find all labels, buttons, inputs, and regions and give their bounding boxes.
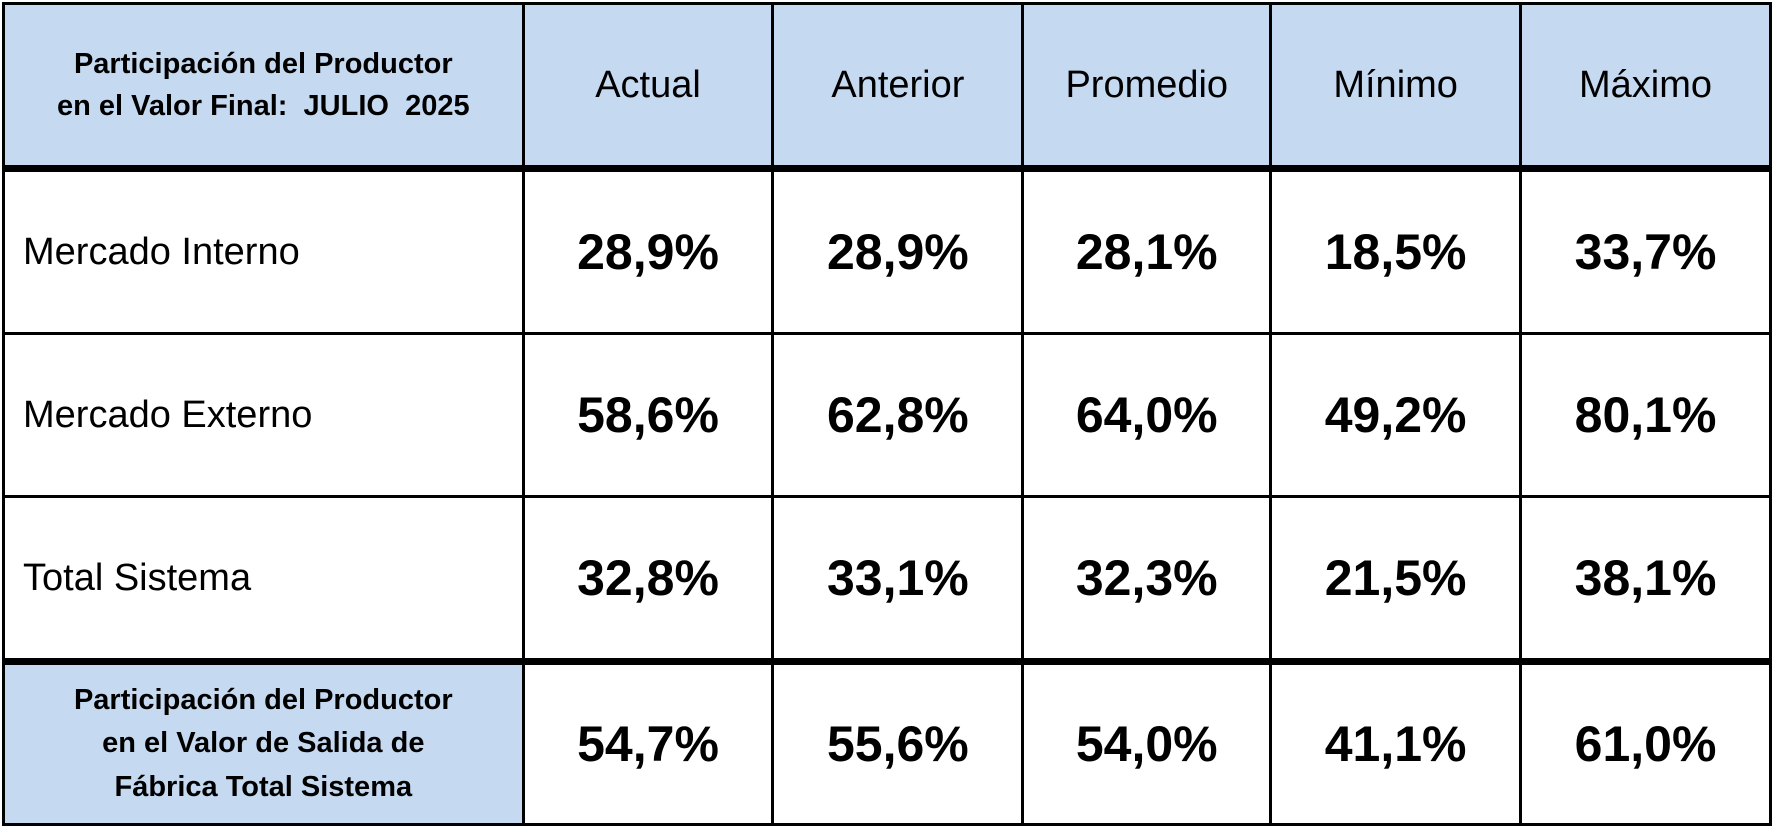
- row-label: Mercado Externo: [2, 332, 525, 498]
- value-cell: 33,1%: [771, 495, 1025, 663]
- footer-label: Participación del Productor en el Valor …: [2, 658, 525, 826]
- value-cell: 49,2%: [1269, 332, 1523, 498]
- value-cell: 58,6%: [521, 332, 775, 498]
- value-cell: 54,7%: [521, 658, 775, 826]
- data-row: Mercado Interno 28,9% 28,9% 28,1% 18,5% 33,7%: [2, 167, 1772, 335]
- value-cell: 62,8%: [771, 332, 1025, 498]
- data-row: Total Sistema 32,8% 33,1% 32,3% 21,5% 38,1%: [2, 495, 1772, 663]
- footer-row: Participación del Productor en el Valor …: [2, 658, 1772, 826]
- value-cell: 18,5%: [1269, 167, 1523, 335]
- value-cell: 33,7%: [1519, 167, 1772, 335]
- column-header: Anterior: [771, 2, 1025, 172]
- value-cell: 55,6%: [771, 658, 1025, 826]
- value-cell: 28,9%: [521, 167, 775, 335]
- value-cell: 32,8%: [521, 495, 775, 663]
- value-cell: 64,0%: [1021, 332, 1273, 498]
- value-cell: 61,0%: [1519, 658, 1772, 826]
- row-label: Total Sistema: [2, 495, 525, 663]
- value-cell: 32,3%: [1021, 495, 1273, 663]
- value-cell: 80,1%: [1519, 332, 1772, 498]
- header-row: Participación del Productor en el Valor …: [2, 2, 1772, 172]
- row-label: Mercado Interno: [2, 167, 525, 335]
- column-header: Mínimo: [1269, 2, 1523, 172]
- data-row: Mercado Externo 58,6% 62,8% 64,0% 49,2% 80,1%: [2, 332, 1772, 498]
- column-header: Máximo: [1519, 2, 1772, 172]
- value-cell: 41,1%: [1269, 658, 1523, 826]
- column-header: Promedio: [1021, 2, 1273, 172]
- value-cell: 21,5%: [1269, 495, 1523, 663]
- value-cell: 38,1%: [1519, 495, 1772, 663]
- value-cell: 54,0%: [1021, 658, 1273, 826]
- value-cell: 28,9%: [771, 167, 1025, 335]
- header-title: Participación del Productor en el Valor …: [2, 2, 525, 172]
- column-header: Actual: [521, 2, 775, 172]
- value-cell: 28,1%: [1021, 167, 1273, 335]
